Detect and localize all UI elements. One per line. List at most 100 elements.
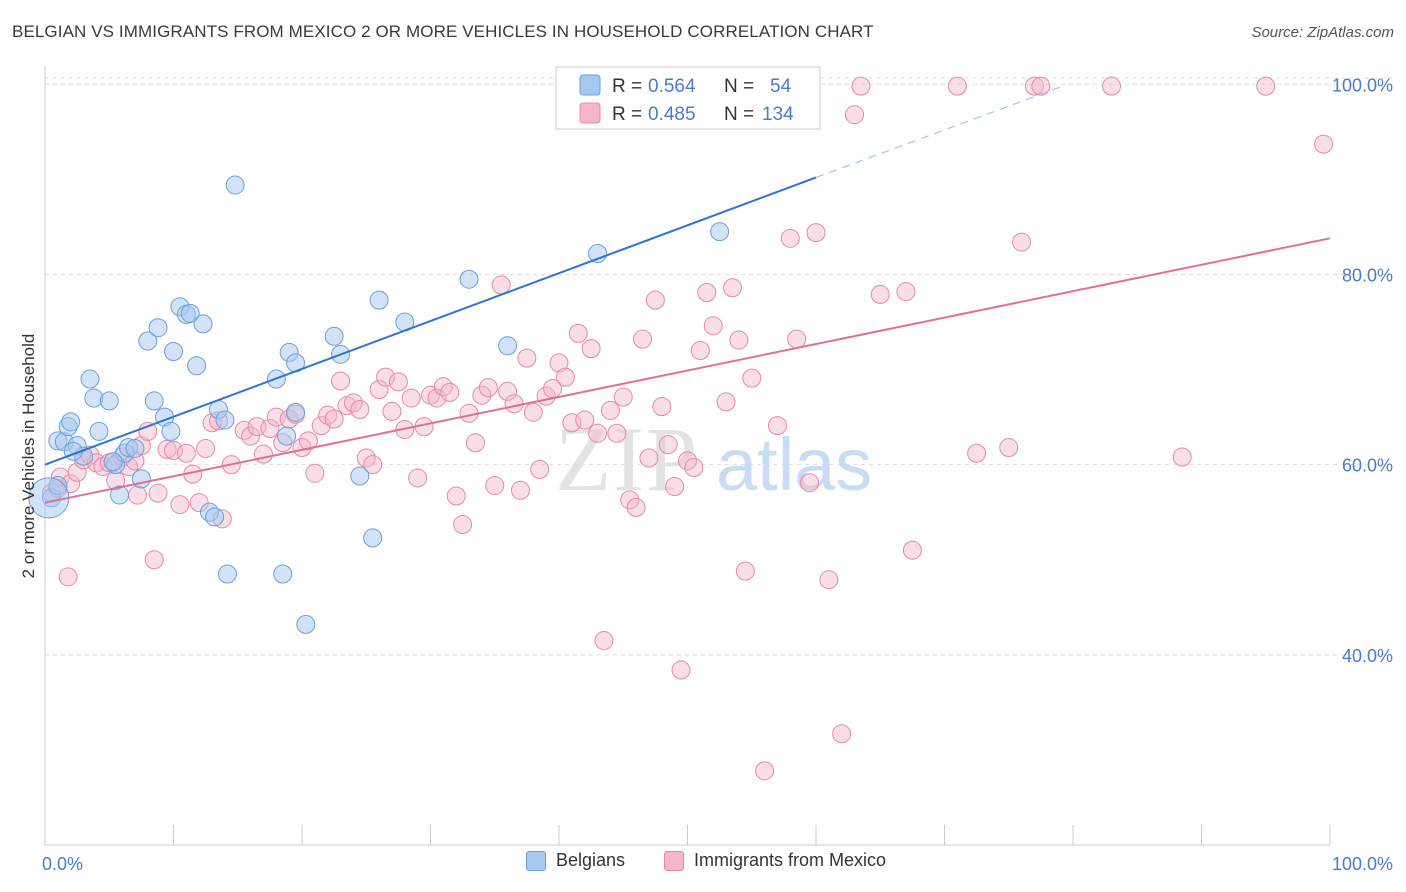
legend-r-label-blue: R = bbox=[612, 76, 642, 97]
pink-point-3 bbox=[58, 567, 78, 587]
pink-point-113 bbox=[780, 228, 800, 248]
pink-point-65 bbox=[453, 515, 473, 535]
pink-point-17 bbox=[138, 421, 158, 441]
legend-n-label-blue: N = bbox=[724, 76, 754, 97]
pink-point-69 bbox=[478, 378, 498, 398]
tick-labels: 40.0% 60.0% 80.0% 100.0% 0.0% 100.0% bbox=[42, 75, 1393, 874]
blue-point-27 bbox=[193, 314, 213, 334]
pink-point-68 bbox=[472, 385, 492, 405]
pink-point-91 bbox=[620, 490, 640, 510]
watermark: ZIP atlas bbox=[555, 408, 872, 510]
pink-point-105 bbox=[716, 392, 736, 412]
pink-point-5 bbox=[67, 462, 87, 482]
pink-point-125 bbox=[967, 443, 987, 463]
pink-point-81 bbox=[555, 367, 575, 387]
pink-point-18 bbox=[144, 550, 164, 570]
pink-point-98 bbox=[665, 477, 685, 497]
blue-point-29 bbox=[205, 507, 225, 527]
pink-point-123 bbox=[902, 540, 922, 560]
blue-point-10 bbox=[99, 391, 119, 411]
blue-point-25 bbox=[180, 303, 200, 323]
pink-point-22 bbox=[170, 495, 190, 515]
legend-box: R = 0.564 N = 54 R = 0.485 N = 134 bbox=[555, 66, 821, 130]
pink-point-73 bbox=[504, 394, 524, 414]
blue-point-31 bbox=[215, 410, 235, 430]
y-tick-label-3: 100.0% bbox=[1332, 75, 1393, 95]
pink-point-49 bbox=[350, 399, 370, 419]
pink-point-76 bbox=[523, 402, 543, 422]
pink-point-133 bbox=[1314, 134, 1334, 154]
legend-swatch-belgians bbox=[526, 850, 546, 871]
pink-point-108 bbox=[735, 561, 755, 581]
pink-point-52 bbox=[369, 380, 389, 400]
pink-point-124 bbox=[947, 76, 967, 96]
pink-point-116 bbox=[806, 223, 826, 243]
blue-point-9 bbox=[89, 421, 109, 441]
blue-point-33 bbox=[225, 175, 245, 195]
legend-swatch-mexico bbox=[664, 850, 684, 871]
pink-point-58 bbox=[408, 468, 428, 488]
pink-point-129 bbox=[1031, 76, 1051, 96]
legend-label-mexico: Immigrants from Mexico bbox=[694, 850, 887, 870]
pink-point-119 bbox=[845, 105, 865, 125]
blue-point-44 bbox=[363, 528, 383, 548]
x-tick-label-0: 0.0% bbox=[42, 854, 83, 874]
blue-point-7 bbox=[80, 369, 100, 389]
blue-point-48 bbox=[498, 336, 518, 356]
pink-point-89 bbox=[607, 423, 627, 443]
pink-point-57 bbox=[401, 388, 421, 408]
pink-point-77 bbox=[530, 459, 550, 479]
pink-point-93 bbox=[633, 329, 653, 349]
pink-point-130 bbox=[1102, 76, 1122, 96]
pink-point-103 bbox=[697, 283, 717, 303]
pink-point-55 bbox=[388, 372, 408, 392]
blue-point-4 bbox=[61, 412, 81, 432]
blue-point-21 bbox=[161, 421, 181, 441]
legend-label-belgians: Belgians bbox=[556, 850, 626, 870]
pink-point-51 bbox=[363, 455, 383, 475]
pink-point-83 bbox=[568, 323, 588, 343]
blue-point-47 bbox=[459, 269, 479, 289]
pink-point-42 bbox=[305, 463, 325, 483]
pink-point-131 bbox=[1172, 447, 1192, 467]
pink-point-15 bbox=[128, 485, 148, 505]
legend-r-label-pink: R = bbox=[612, 104, 642, 125]
pink-point-126 bbox=[999, 438, 1019, 458]
blue-point-40 bbox=[296, 614, 316, 634]
pink-point-97 bbox=[658, 435, 678, 455]
pink-point-121 bbox=[870, 284, 890, 304]
pink-point-115 bbox=[800, 473, 820, 493]
pink-point-99 bbox=[671, 660, 691, 680]
pink-point-67 bbox=[465, 433, 485, 453]
source-label: Source: ZipAtlas.com bbox=[1251, 24, 1394, 41]
blue-point-41 bbox=[324, 326, 344, 346]
pink-point-96 bbox=[652, 397, 672, 417]
pink-point-45 bbox=[324, 409, 344, 429]
pink-point-71 bbox=[491, 275, 511, 295]
pink-point-21 bbox=[164, 440, 183, 460]
blue-point-39 bbox=[286, 402, 306, 422]
blue-point-19 bbox=[148, 318, 168, 338]
pink-point-34 bbox=[253, 444, 273, 464]
legend-item-mexico[interactable]: Immigrants from Mexico bbox=[664, 850, 886, 871]
legend-r-value-blue: 0.564 bbox=[648, 76, 696, 97]
pink-point-111 bbox=[755, 761, 775, 781]
pink-point-41 bbox=[298, 431, 318, 451]
legend-item-belgians[interactable]: Belgians bbox=[526, 850, 625, 871]
pink-point-61 bbox=[427, 388, 447, 408]
pink-point-86 bbox=[588, 423, 608, 443]
pink-point-92 bbox=[626, 497, 646, 517]
blue-point-12 bbox=[110, 485, 130, 505]
pink-point-122 bbox=[896, 282, 916, 302]
pink-point-132 bbox=[1256, 76, 1276, 96]
pink-point-23 bbox=[176, 443, 196, 463]
legend-n-value-blue: 54 bbox=[770, 76, 792, 97]
y-tick-label-0: 40.0% bbox=[1342, 646, 1393, 666]
blue-point-22 bbox=[164, 341, 183, 361]
pink-point-80 bbox=[549, 353, 569, 373]
pink-point-109 bbox=[742, 368, 762, 388]
blue-point-26 bbox=[187, 356, 207, 376]
y-tick-label-1: 60.0% bbox=[1342, 456, 1393, 476]
blue-trend-extension bbox=[815, 86, 1061, 179]
